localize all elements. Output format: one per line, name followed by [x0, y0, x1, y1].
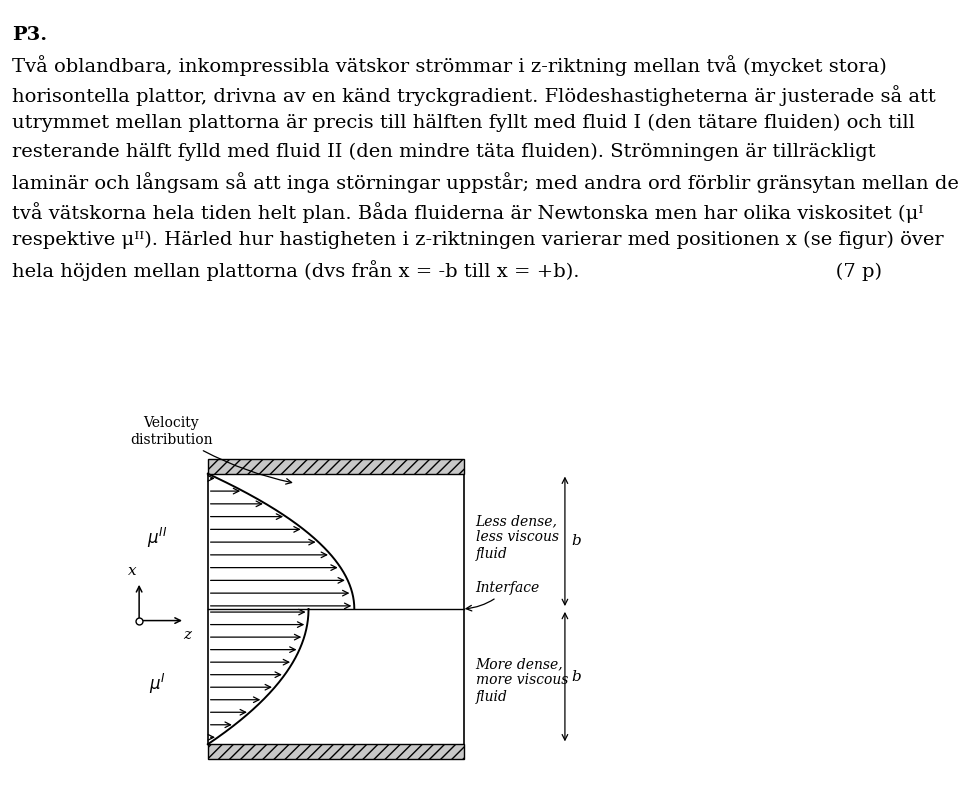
Text: utrymmet mellan plattorna är precis till hälften fyllt med fluid I (den tätare f: utrymmet mellan plattorna är precis till… [12, 114, 915, 132]
Text: x: x [128, 564, 136, 578]
Text: resterande hälft fylld med fluid II (den mindre täta fluiden). Strömningen är ti: resterande hälft fylld med fluid II (den… [12, 143, 876, 161]
Text: Velocity
distribution: Velocity distribution [130, 416, 292, 484]
Text: z: z [183, 628, 191, 642]
Text: b: b [572, 670, 582, 683]
Text: $\mu^{II}$: $\mu^{II}$ [147, 525, 168, 550]
Text: horisontella plattor, drivna av en känd tryckgradient. Flödeshastigheterna är ju: horisontella plattor, drivna av en känd … [12, 85, 936, 105]
Text: Interface: Interface [466, 581, 540, 611]
Text: laminär och långsam så att inga störningar uppstår; med andra ord förblir gränsy: laminär och långsam så att inga störning… [12, 172, 959, 193]
Text: More dense,
more viscous
fluid: More dense, more viscous fluid [475, 657, 568, 704]
Text: Less dense,
less viscous
fluid: Less dense, less viscous fluid [475, 514, 559, 561]
Text: $\mu^{I}$: $\mu^{I}$ [149, 672, 166, 696]
Text: respektive μᴵᴵ). Härled hur hastigheten i z-riktningen varierar med positionen x: respektive μᴵᴵ). Härled hur hastigheten … [12, 231, 944, 249]
Bar [207, 459, 465, 474]
Text: två vätskorna hela tiden helt plan. Båda fluiderna är Newtonska men har olika vi: två vätskorna hela tiden helt plan. Båda… [12, 202, 924, 222]
Text: P3.: P3. [12, 26, 48, 44]
Text: Två oblandbara, inkompressibla vätskor strömmar i z-riktning mellan två (mycket : Två oblandbara, inkompressibla vätskor s… [12, 55, 887, 76]
Bar [207, 744, 465, 759]
Text: hela höjden mellan plattorna (dvs från x = -b till x = +b).                     : hela höjden mellan plattorna (dvs från x… [12, 260, 882, 281]
Text: b: b [572, 535, 582, 548]
